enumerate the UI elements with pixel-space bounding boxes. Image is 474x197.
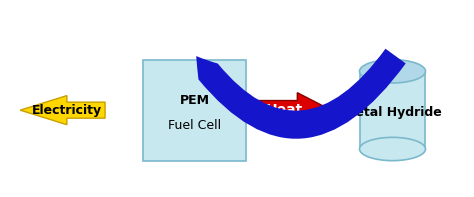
Ellipse shape [359,137,426,161]
Text: Fuel Cell: Fuel Cell [168,119,221,132]
Ellipse shape [359,60,426,83]
Text: Metal Hydride: Metal Hydride [343,106,442,119]
Polygon shape [246,93,331,128]
Text: Heat: Heat [266,103,303,117]
FancyBboxPatch shape [143,60,246,161]
FancyArrowPatch shape [196,49,406,139]
Polygon shape [20,96,105,125]
FancyBboxPatch shape [359,71,426,149]
Text: H₂: H₂ [207,29,225,43]
Text: Electricity: Electricity [32,104,102,117]
Text: PEM: PEM [180,94,210,107]
